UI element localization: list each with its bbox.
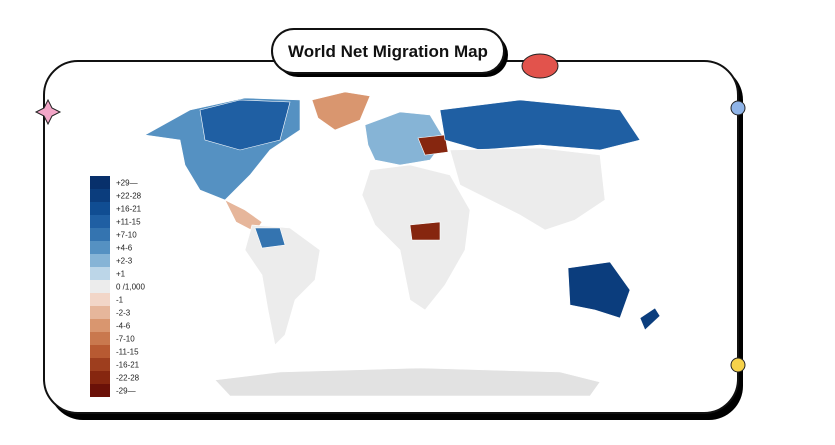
title-pill	[271, 28, 505, 74]
legend-label: +16-21	[116, 205, 142, 214]
legend-label: -4-6	[116, 322, 131, 331]
asia	[449, 147, 606, 231]
legend-label: +2-3	[116, 257, 133, 266]
legend-swatch	[90, 176, 110, 189]
ukraine	[417, 134, 449, 156]
legend-swatch	[90, 358, 110, 371]
legend-label: -7-10	[116, 335, 135, 344]
legend-swatch	[90, 306, 110, 319]
legend-label: -22-28	[116, 374, 140, 383]
legend-label: 0 /1,000	[116, 283, 145, 292]
sparkle-pink	[34, 98, 62, 126]
russia	[439, 99, 641, 151]
legend-label: -2-3	[116, 309, 131, 318]
legend-label: +1	[116, 270, 126, 279]
legend-swatch	[90, 228, 110, 241]
central-africa	[409, 221, 441, 241]
greenland	[311, 91, 371, 131]
legend-label: -11-15	[116, 348, 139, 357]
legend-label: +29—	[116, 179, 138, 188]
legend-label: +7-10	[116, 231, 137, 240]
legend-swatch	[90, 254, 110, 267]
legend-swatch	[90, 293, 110, 306]
legend-swatch	[90, 319, 110, 332]
legend-swatch	[90, 189, 110, 202]
legend-swatch	[90, 267, 110, 280]
legend-label: +11-15	[116, 218, 141, 227]
canada	[199, 99, 291, 151]
legend-swatch	[90, 345, 110, 358]
legend-swatch	[90, 371, 110, 384]
legend-swatch	[90, 215, 110, 228]
new-zealand	[639, 307, 661, 331]
legend-label: +4-6	[116, 244, 133, 253]
title: World Net Migration Map	[288, 42, 488, 61]
legend-label: -29—	[116, 387, 136, 396]
legend-label: +22-28	[116, 192, 142, 201]
antarctica	[214, 367, 601, 397]
mascot	[521, 53, 559, 79]
flower-blue	[730, 100, 746, 116]
venezuela	[254, 227, 286, 249]
world-map	[144, 91, 661, 397]
legend-swatch	[90, 384, 110, 397]
legend-swatch	[90, 202, 110, 215]
legend-label: -16-21	[116, 361, 140, 370]
legend-swatch	[90, 332, 110, 345]
legend-swatch	[90, 241, 110, 254]
australia	[567, 261, 631, 319]
flower-yellow	[730, 357, 746, 373]
south-america	[244, 224, 321, 346]
legend-label: -1	[116, 296, 124, 305]
legend-swatch	[90, 280, 110, 293]
legend: +29— +22-28 +16-21 +11-15 +7-10 +4-6 +2-3 +1 0 /…	[90, 176, 145, 397]
